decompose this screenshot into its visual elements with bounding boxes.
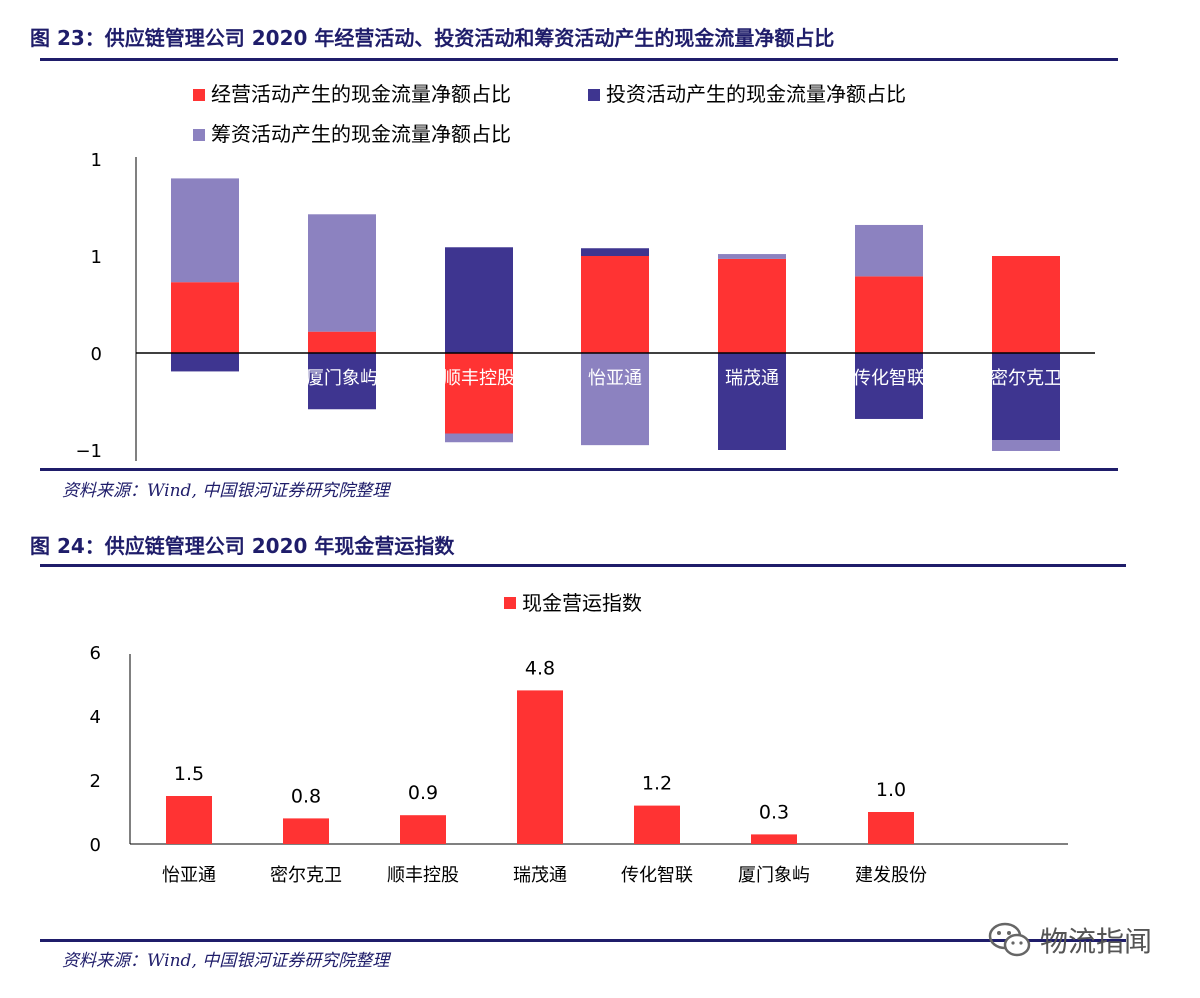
data-label: 1.2 [642,773,672,795]
category-label: 建发股份 [855,865,927,886]
y-tick-label: 1 [91,247,102,268]
bar-segment [308,331,376,353]
category-label: 密尔克卫 [270,865,342,886]
watermark-text: 物流指闻 [1040,925,1153,958]
bar-segment [992,440,1060,451]
bar [283,818,329,844]
y-tick-label: 4 [90,707,101,728]
data-label: 4.8 [525,657,555,679]
bar-segment [992,353,1060,441]
bar-segment [855,276,923,353]
bar [166,796,212,844]
category-label: 瑞茂通 [513,865,567,886]
bar [751,834,797,844]
bar-segment [308,214,376,332]
y-tick-label: −1 [75,441,102,462]
figure-23-bottom-rule [40,468,1118,471]
legend-label: 经营活动产生的现金流量净额占比 [211,82,511,106]
category-label: 怡亚通 [588,368,642,389]
category-label: 瑞茂通 [725,368,779,389]
category-label: 顺丰控股 [387,865,459,886]
figure-24-source: 资料来源：Wind, 中国银河证券研究院整理 [62,951,390,971]
bar-segment [171,178,239,283]
figure-23-chart: 1 1 0 −1 厦门象屿 顺丰控股 怡亚通 瑞茂通 传化智联 密尔克卫 经营活动产生的现金流量净额… [75,82,1095,462]
data-label: 0.9 [408,782,438,804]
legend-swatch [193,129,205,141]
figure-24-chart: 6 4 2 0 1.5 0.8 0.9 4.8 1.2 0.3 1.0 怡亚通 密尔克卫 顺丰控股 瑞茂通 传… [90,591,1068,886]
legend-label: 投资活动产生的现金流量净额占比 [606,82,906,106]
figure-24-title: 图 24：供应链管理公司 2020 年现金营运指数 [30,534,455,558]
category-label: 怡亚通 [162,865,216,886]
bar-segment [581,353,649,446]
watermark: 物流指闻 [988,920,1152,960]
bar [517,690,563,844]
bar-segment [308,353,376,410]
figure-24-title-rule [40,564,1126,567]
category-label: 传化智联 [621,865,693,886]
bar-segment [171,282,239,353]
y-tick-label: 2 [90,771,101,792]
category-label: 密尔克卫 [990,368,1062,389]
data-label: 0.8 [291,785,321,807]
data-label: 1.0 [876,779,906,801]
bar-segment [445,433,513,443]
bar [634,805,680,844]
bar-segment [992,256,1060,353]
category-label: 顺丰控股 [443,368,515,389]
y-tick-label: 0 [91,344,102,365]
bar-segment [581,248,649,256]
figure-23-title-rule [40,58,1118,61]
y-tick-label: 1 [91,150,102,171]
bar-segment [855,353,923,419]
bar-segment [445,353,513,434]
category-label: 传化智联 [853,368,925,389]
category-label: 厦门象屿 [738,865,810,886]
bar-segment [855,224,923,277]
wechat-icon [988,922,1031,957]
bar-segment [445,247,513,353]
legend-label: 筹资活动产生的现金流量净额占比 [211,122,511,146]
legend-swatch [588,89,600,101]
bar-segment [581,256,649,353]
figure-23-title: 图 23：供应链管理公司 2020 年经营活动、投资活动和筹资活动产生的现金流量… [30,26,835,50]
legend-swatch [193,89,205,101]
figure-23-source: 资料来源：Wind, 中国银河证券研究院整理 [62,481,390,501]
category-label: 厦门象屿 [306,368,378,389]
bar [400,815,446,844]
legend-label: 现金营运指数 [522,591,642,615]
legend-swatch [504,597,516,609]
bar-segment [718,258,786,353]
bar [868,812,914,844]
data-label: 0.3 [759,801,789,823]
data-label: 1.5 [174,763,204,785]
bar-segment [718,254,786,259]
figure-24-bottom-rule [40,939,1126,942]
y-tick-label: 6 [90,643,101,664]
bar-segment [718,353,786,450]
bar-segment [171,353,239,372]
y-tick-label: 0 [90,835,101,856]
